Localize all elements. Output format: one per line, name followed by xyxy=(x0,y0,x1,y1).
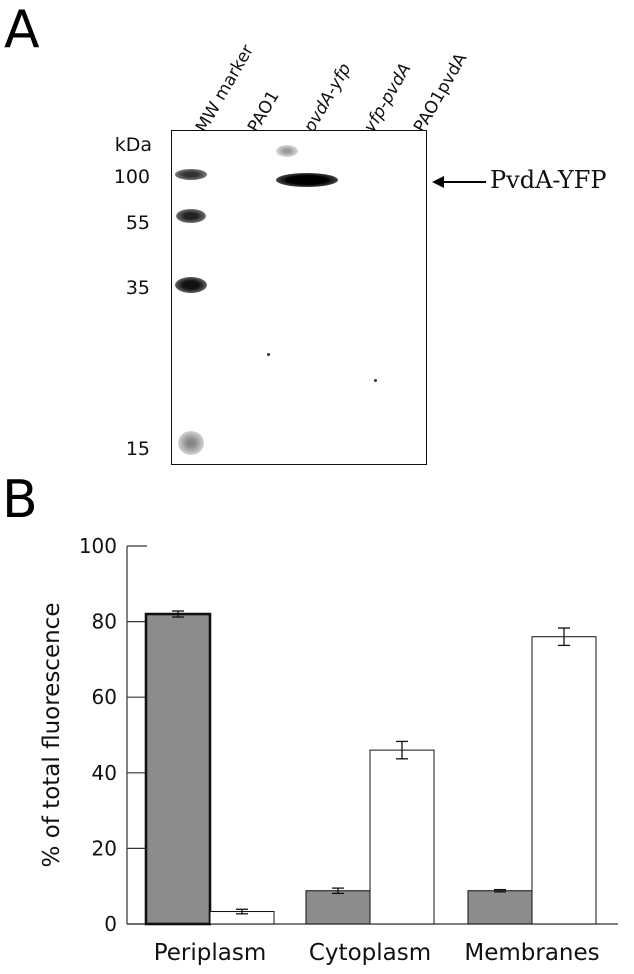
band-annotation: PvdA-YFP xyxy=(490,166,607,194)
kda-title: kDa xyxy=(114,134,152,156)
marker-band-15 xyxy=(178,431,204,455)
marker-band-100 xyxy=(175,169,207,180)
marker-band-55 xyxy=(176,209,206,223)
bar-periplasm-series-1 xyxy=(144,612,212,926)
y-axis-label: % of total fluorescence xyxy=(39,603,65,868)
bar-membranes-series-1 xyxy=(467,890,533,925)
marker-label-35: 35 xyxy=(125,277,150,299)
bar-membranes-series-2 xyxy=(531,636,597,925)
gel-speck xyxy=(267,353,270,356)
marker-label-55: 55 xyxy=(125,212,150,234)
x-category-label: Periplasm xyxy=(154,940,267,966)
pvda-yfp-band xyxy=(276,173,338,187)
y-tick-label: 20 xyxy=(92,836,117,860)
arrow-left-icon xyxy=(432,176,444,188)
arrow-line xyxy=(436,181,486,183)
panel-a-letter: A xyxy=(4,0,40,60)
gel-speck xyxy=(374,379,377,382)
bar-cytoplasm-series-1 xyxy=(305,890,371,925)
panel-b-letter: B xyxy=(2,470,38,530)
pvda-yfp-faint-band xyxy=(276,145,298,157)
y-tick-label: 40 xyxy=(92,761,117,785)
y-tick-label: 60 xyxy=(92,685,117,709)
x-category-label: Cytoplasm xyxy=(309,940,431,966)
marker-label-100: 100 xyxy=(113,166,150,188)
western-blot-gel xyxy=(171,130,427,465)
marker-label-15: 15 xyxy=(125,438,150,460)
y-tick-label: 80 xyxy=(92,610,117,634)
marker-band-35 xyxy=(175,277,207,293)
y-tick-label: 100 xyxy=(79,534,117,558)
y-tick-label: 0 xyxy=(104,912,117,936)
x-category-label: Membranes xyxy=(464,940,599,966)
bar-cytoplasm-series-2 xyxy=(369,749,435,925)
